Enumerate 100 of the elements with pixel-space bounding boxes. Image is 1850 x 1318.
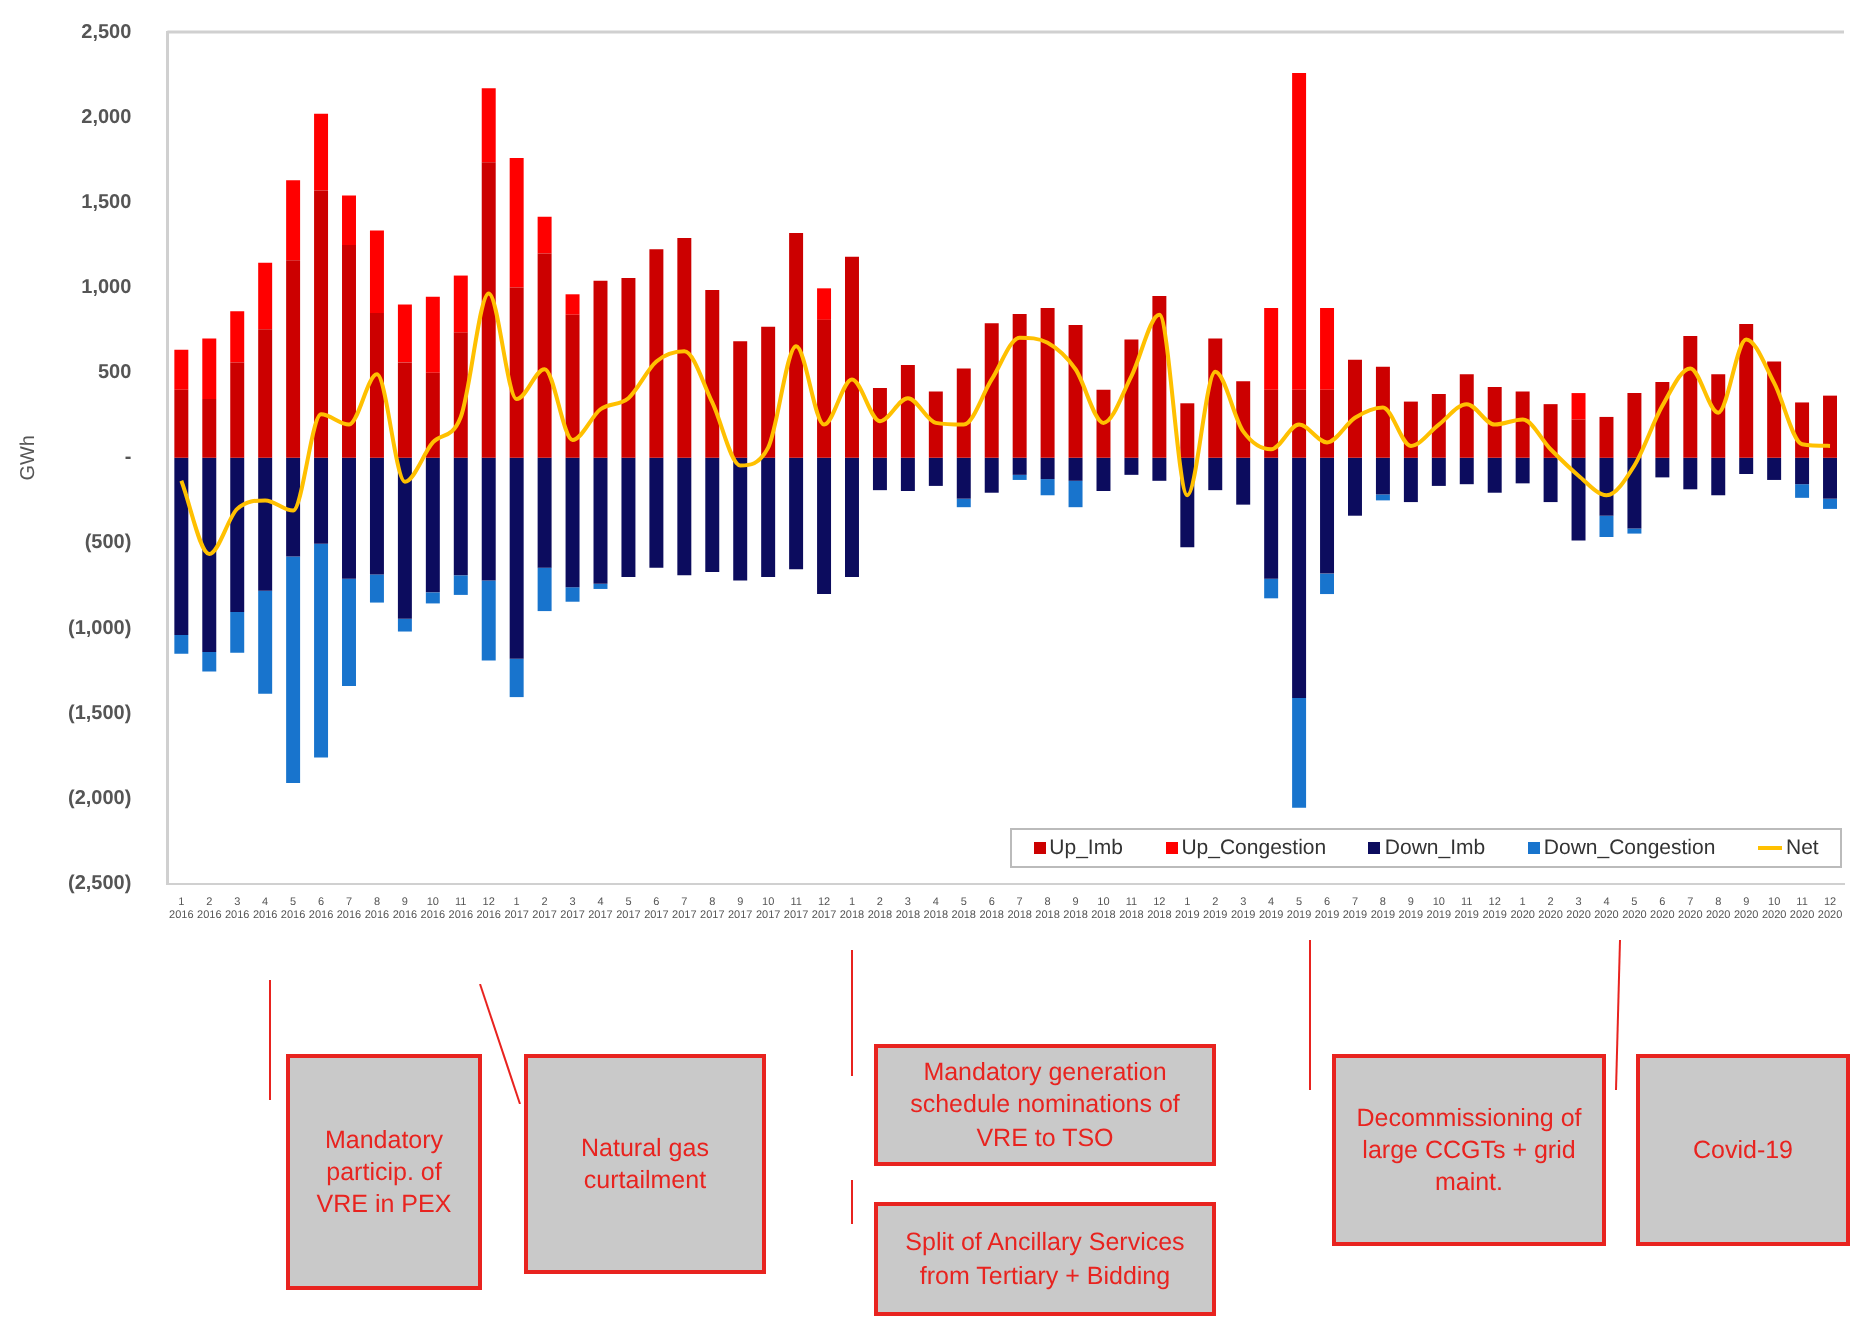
- bar: [1403, 401, 1418, 458]
- bar: [1375, 366, 1390, 458]
- bar: [733, 341, 748, 458]
- bar: [453, 575, 468, 595]
- bar: [425, 592, 440, 604]
- y-tick-label: 1,500: [81, 191, 133, 214]
- bar: [1320, 457, 1335, 574]
- bar: [1375, 494, 1390, 501]
- bar: [369, 230, 384, 314]
- bar: [174, 349, 189, 390]
- bar: [286, 457, 301, 557]
- bar: [1124, 457, 1139, 475]
- bar: [397, 304, 412, 363]
- bar: [286, 260, 301, 458]
- bar: [1375, 457, 1390, 495]
- legend-label: Down_Imb: [1384, 836, 1486, 860]
- bar: [593, 457, 608, 584]
- bar: [1431, 393, 1446, 458]
- bar: [1292, 697, 1307, 808]
- bar: [1795, 484, 1810, 498]
- text: Decommissioning of large CCGTs + grid maint.: [1332, 1054, 1606, 1246]
- bar: [1739, 324, 1754, 458]
- bar: [537, 216, 552, 254]
- bar: [761, 457, 776, 578]
- y-tick-label: (2,000): [67, 787, 132, 810]
- bar: [397, 618, 412, 632]
- bar: [1068, 324, 1083, 458]
- y-tick-label: (500): [84, 532, 132, 555]
- legend-label: Net: [1786, 836, 1819, 860]
- bar: [1348, 359, 1362, 458]
- bar: [453, 275, 468, 333]
- bar: [817, 319, 832, 458]
- bar: [845, 457, 859, 578]
- bar: [1571, 457, 1586, 541]
- bar: [1012, 313, 1027, 458]
- bar: [425, 457, 440, 593]
- bar: [1320, 573, 1335, 595]
- bar: [230, 362, 245, 458]
- bar: [1627, 457, 1642, 529]
- bar: [649, 249, 664, 458]
- bar: [1152, 457, 1167, 481]
- bar: [1515, 391, 1530, 458]
- text: Covid-19: [1636, 1054, 1850, 1246]
- y-axis-title: GWh: [17, 435, 40, 481]
- bar: [1012, 457, 1027, 475]
- bar: [1487, 387, 1502, 458]
- bar: [928, 391, 943, 458]
- bar: [956, 498, 971, 508]
- bar: [1515, 457, 1530, 484]
- bar: [1683, 457, 1698, 490]
- bar: [928, 457, 943, 486]
- bar: [342, 457, 356, 579]
- bar: [1068, 480, 1083, 508]
- bar: [789, 232, 804, 458]
- bar: [202, 457, 217, 652]
- bar: [258, 457, 273, 591]
- bar: [509, 658, 524, 698]
- bar: [369, 574, 384, 603]
- bar: [397, 457, 412, 619]
- text: Mandatory particip. of VRE in PEX: [286, 1054, 482, 1290]
- bar: [1096, 457, 1111, 492]
- bar: [649, 457, 664, 568]
- bar: [1208, 338, 1223, 458]
- bar: [342, 578, 356, 687]
- bar: [1599, 416, 1614, 458]
- bar: [789, 457, 804, 570]
- text: Split of Ancillary Services from Tertiary + Bidding: [874, 1202, 1216, 1316]
- bar: [286, 180, 301, 261]
- bar: [1599, 457, 1614, 516]
- text: Natural gas curtailment: [524, 1054, 766, 1274]
- bar: [621, 457, 636, 578]
- bar: [537, 457, 552, 568]
- bar: [565, 314, 580, 458]
- bar: [314, 457, 329, 544]
- bar: [174, 634, 189, 654]
- bar: [984, 323, 999, 458]
- bar: [230, 611, 245, 653]
- bar: [230, 457, 245, 612]
- bar: [1767, 457, 1782, 480]
- bar: [1711, 457, 1726, 496]
- bar: [1236, 457, 1251, 505]
- bar: [314, 190, 329, 458]
- bar: [342, 244, 356, 458]
- bar: [872, 387, 887, 458]
- bar: [481, 457, 496, 581]
- bar: [258, 262, 273, 330]
- bar: [872, 457, 887, 491]
- bar: [1012, 474, 1027, 480]
- bar: [593, 583, 608, 589]
- bar: [314, 113, 329, 191]
- bar: [565, 294, 580, 315]
- bar: [1823, 395, 1838, 458]
- bar: [537, 253, 552, 458]
- bar: [258, 329, 273, 458]
- y-tick-label: 1,000: [81, 276, 133, 299]
- bar: [565, 587, 580, 602]
- bar: [733, 457, 748, 581]
- bar: [1795, 457, 1810, 485]
- bar: [202, 399, 217, 458]
- bar: [1124, 339, 1139, 458]
